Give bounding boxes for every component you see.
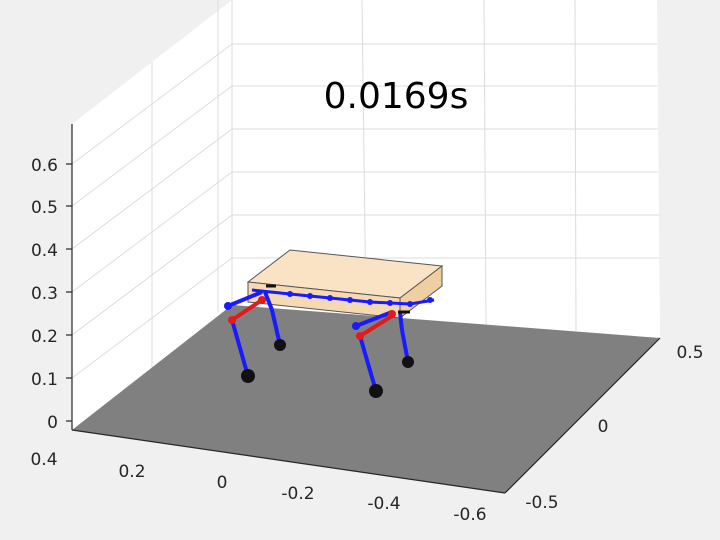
z-tick-labels: 0 0.1 0.2 0.3 0.4 0.5 0.6 [31,156,58,433]
x-tick: 0 [217,473,228,493]
z-tick: 0.6 [31,156,58,176]
x-tick: -0.4 [367,494,400,514]
y-tick: 0.5 [676,343,703,363]
spine-joints [287,291,433,307]
leg-rear-far [263,291,286,351]
back-right-pane [232,0,660,338]
leg-front-far [398,311,414,368]
axes-lines [66,124,661,494]
x-tick: -0.6 [453,505,486,525]
z-tick: 0.4 [31,241,58,261]
foot [241,369,255,383]
foot [369,384,383,398]
x-tick: 0.4 [30,450,57,470]
x-tick-labels: 0.4 0.2 0 -0.2 -0.4 -0.6 [30,450,486,525]
leg-rear-near [224,290,266,383]
z-tick: 0 [47,413,58,433]
time-title: 0.0169s [324,76,469,117]
z-tick: 0.2 [31,327,58,347]
y-tick: -0.5 [525,493,558,513]
z-tick: 0.3 [31,284,58,304]
foot [402,356,414,368]
z-tick: 0.1 [31,370,58,390]
x-tick: -0.2 [281,484,314,504]
y-tick-labels: -0.5 0 0.5 [525,343,703,513]
z-tick: 0.5 [31,198,58,218]
foot [274,339,286,351]
y-tick: 0 [598,417,609,437]
gridlines [71,0,659,379]
robot-body [246,249,444,320]
x-tick: 0.2 [118,462,145,482]
leg-front-near [352,310,396,398]
ground-plane [72,305,660,493]
